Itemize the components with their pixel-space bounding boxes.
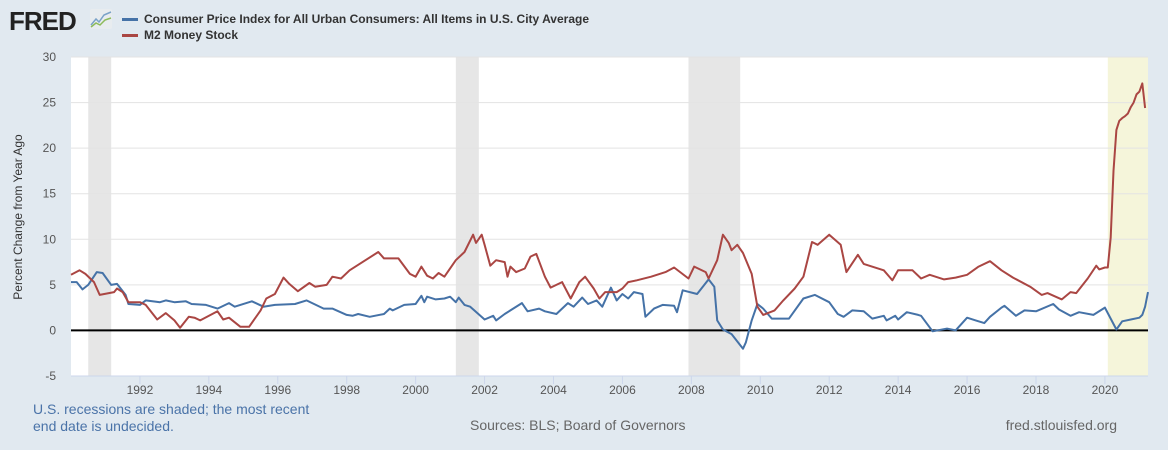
x-tick-label: 1996: [264, 383, 291, 397]
legend-label-m2: M2 Money Stock: [144, 28, 239, 42]
m2-series-line: [70, 82, 1147, 329]
x-tick-label: 2020: [1092, 383, 1119, 397]
recession-note: U.S. recessions are shaded; the most rec…: [33, 401, 310, 434]
y-tick-label: 25: [43, 96, 57, 110]
x-tick-label: 2002: [471, 383, 498, 397]
x-tick-label: 2016: [954, 383, 981, 397]
plot-area: [71, 57, 1148, 376]
fred-chart-icon: [90, 9, 112, 29]
x-tick-label: 2000: [402, 383, 429, 397]
x-tick-label: 2012: [816, 383, 843, 397]
x-tick-label: 2008: [678, 383, 705, 397]
recession-band: [688, 57, 741, 376]
y-tick-label: 15: [43, 187, 57, 201]
legend-swatch-cpi: [122, 17, 138, 21]
x-tick-label: 2006: [609, 383, 636, 397]
cpi-series-line: [71, 271, 1149, 350]
fred-logo[interactable]: FRED: [9, 6, 77, 36]
y-tick-label: 30: [43, 50, 57, 64]
sources-text: Sources: BLS; Board of Governors: [470, 417, 686, 433]
x-tick-label: 1998: [333, 383, 360, 397]
y-tick-label: 10: [43, 232, 57, 246]
x-tick-label: 2018: [1023, 383, 1050, 397]
x-tick-label: 2010: [747, 383, 774, 397]
x-tick-label: 1994: [196, 383, 223, 397]
y-tick-label: 0: [49, 323, 56, 337]
legend-item-cpi[interactable]: Consumer Price Index for All Urban Consu…: [122, 11, 589, 27]
y-axis-title: Percent Change from Year Ago: [11, 134, 25, 300]
y-tick-label: 20: [43, 141, 57, 155]
y-tick-label: 5: [49, 278, 56, 292]
recession-band: [88, 57, 112, 376]
chart-legend: Consumer Price Index for All Urban Consu…: [122, 11, 589, 43]
recession-band: [455, 57, 479, 376]
x-tick-label: 2014: [885, 383, 912, 397]
y-tick-label: -5: [45, 369, 56, 383]
x-tick-label: 2004: [540, 383, 567, 397]
legend-label-cpi: Consumer Price Index for All Urban Consu…: [144, 12, 589, 26]
x-tick-label: 1992: [127, 383, 154, 397]
recession-band: [1107, 57, 1148, 376]
legend-swatch-m2: [122, 33, 138, 37]
legend-item-m2[interactable]: M2 Money Stock: [122, 27, 589, 43]
site-link[interactable]: fred.stlouisfed.org: [1005, 417, 1117, 433]
